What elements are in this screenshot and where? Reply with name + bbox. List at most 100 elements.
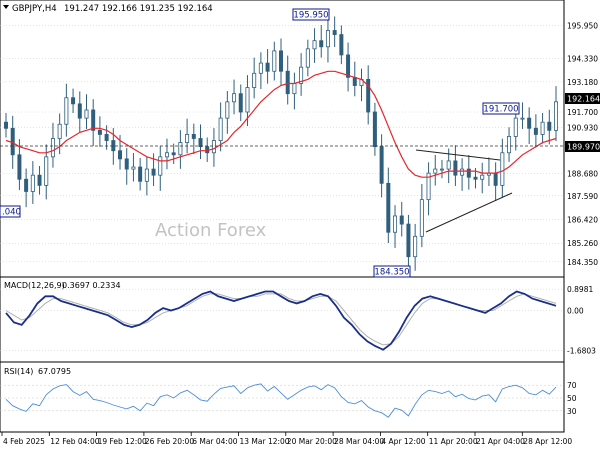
rsi-axis: 70 50 30 [567, 381, 577, 416]
price-tick-label: 195.950 [567, 21, 598, 30]
candle-body [520, 117, 525, 120]
price-tick-label: 186.420 [567, 216, 598, 225]
rsi-tick-label: 30 [567, 407, 577, 416]
candle-body [339, 34, 344, 56]
high-label: 195.950 [293, 11, 328, 21]
candle-body [453, 160, 458, 176]
macd-signal-line [5, 293, 557, 346]
candle-body [366, 79, 371, 113]
candle-body [258, 62, 263, 74]
dropdown-arrow-icon[interactable] [3, 5, 9, 9]
dashed-level-label: 189.970 [567, 143, 600, 152]
rsi-tick-label: 70 [567, 381, 577, 390]
candle-body [379, 146, 384, 184]
time-tick-label: 19 Feb 12:00 [98, 437, 147, 446]
candle-body [191, 134, 196, 139]
candle-body [97, 129, 102, 135]
candle-body [232, 93, 237, 103]
candle-body [44, 156, 49, 186]
candle-body [77, 103, 82, 119]
rsi-label: RSI(14) [4, 367, 33, 376]
candle-body [272, 50, 277, 72]
candle-body [10, 127, 15, 156]
candle-body [507, 136, 512, 154]
candle-body [406, 223, 411, 258]
time-tick-label: 13 Mar 12:00 [240, 437, 290, 446]
candle-body [144, 168, 149, 182]
candle-body [278, 50, 283, 72]
price-tick-label: 188.680 [567, 170, 598, 179]
time-tick-label: 28 Mar 04:00 [334, 437, 384, 446]
macd-tick-label: 0.8981 [567, 285, 593, 294]
price-tick-label: 191.700 [567, 108, 598, 117]
macd-tick-label: -1.6803 [567, 346, 596, 355]
candle-body [386, 182, 391, 233]
candle-body [540, 121, 545, 135]
candle-body [84, 109, 89, 119]
ohlc-values: 191.247 192.166 191.235 192.164 [64, 4, 213, 14]
macd-tick-label: 0.00 [567, 307, 584, 316]
price-tick-label: 193.180 [567, 78, 598, 87]
candle-body [151, 168, 156, 176]
high-label-box [292, 8, 330, 21]
candle-body [513, 117, 518, 137]
candle-body [50, 138, 55, 158]
candle-body [4, 121, 9, 129]
candle-body [164, 152, 169, 158]
candle-body [319, 40, 324, 48]
candle-body [205, 146, 210, 154]
rsi-panel-frame [0, 361, 565, 433]
candle-body [325, 30, 330, 48]
candle-body [433, 168, 438, 174]
candle-body [533, 127, 538, 135]
candle-body [352, 76, 357, 86]
triangle-lower-trendline [425, 192, 513, 233]
price-tick-label: 184.350 [567, 258, 598, 267]
macd-line [5, 290, 557, 351]
candle-body [426, 172, 431, 201]
moving-average-line [5, 70, 557, 178]
price-series [4, 16, 559, 271]
macd-label: MACD(12,26,9) [4, 281, 65, 290]
candle-body [30, 174, 35, 192]
price-axis: 195.950 194.330 193.180 191.700 190.930 188.6… [567, 21, 598, 266]
candle-body [466, 168, 471, 178]
macd-axis: 0.8981 0.00 -1.6803 [567, 285, 596, 355]
candle-body [554, 101, 559, 131]
candle-body [104, 134, 109, 141]
candle-body [292, 83, 297, 95]
candle-body [413, 235, 418, 258]
last-price-label: 192.164 [567, 95, 600, 104]
time-tick-label: 4 Feb 2025 [3, 437, 45, 446]
low-label-box [373, 265, 411, 278]
time-tick-label: 28 Apr 12:00 [523, 437, 572, 446]
price-tick-label: 194.330 [567, 54, 598, 63]
symbol-label: GBPJPY,H4 [12, 4, 57, 14]
price-tick-label: 190.930 [567, 124, 598, 133]
candle-body [124, 158, 129, 170]
dashed-level-box [565, 141, 600, 152]
left-low-label-box [0, 205, 21, 218]
time-tick-label: 21 Apr 04:00 [476, 437, 525, 446]
candle-body [446, 160, 451, 170]
candle-body [198, 138, 203, 148]
price-panel-frame [0, 0, 565, 278]
candle-body [332, 30, 337, 35]
recent-high-label: 191.700 [483, 105, 518, 115]
watermark: Action Forex [155, 220, 267, 241]
candle-body [225, 101, 230, 119]
candle-body [399, 215, 404, 225]
candle-body [238, 93, 243, 113]
candle-body [171, 152, 176, 156]
price-tick-label: 185.260 [567, 239, 598, 248]
time-tick-label: 26 Feb 20:00 [145, 437, 194, 446]
candle-body [91, 109, 96, 131]
candle-body [158, 156, 163, 176]
candle-body [285, 70, 290, 95]
triangle-upper-trendline [415, 149, 501, 161]
candle-body [419, 199, 424, 237]
candle-body [265, 62, 270, 72]
candle-body [299, 66, 304, 84]
